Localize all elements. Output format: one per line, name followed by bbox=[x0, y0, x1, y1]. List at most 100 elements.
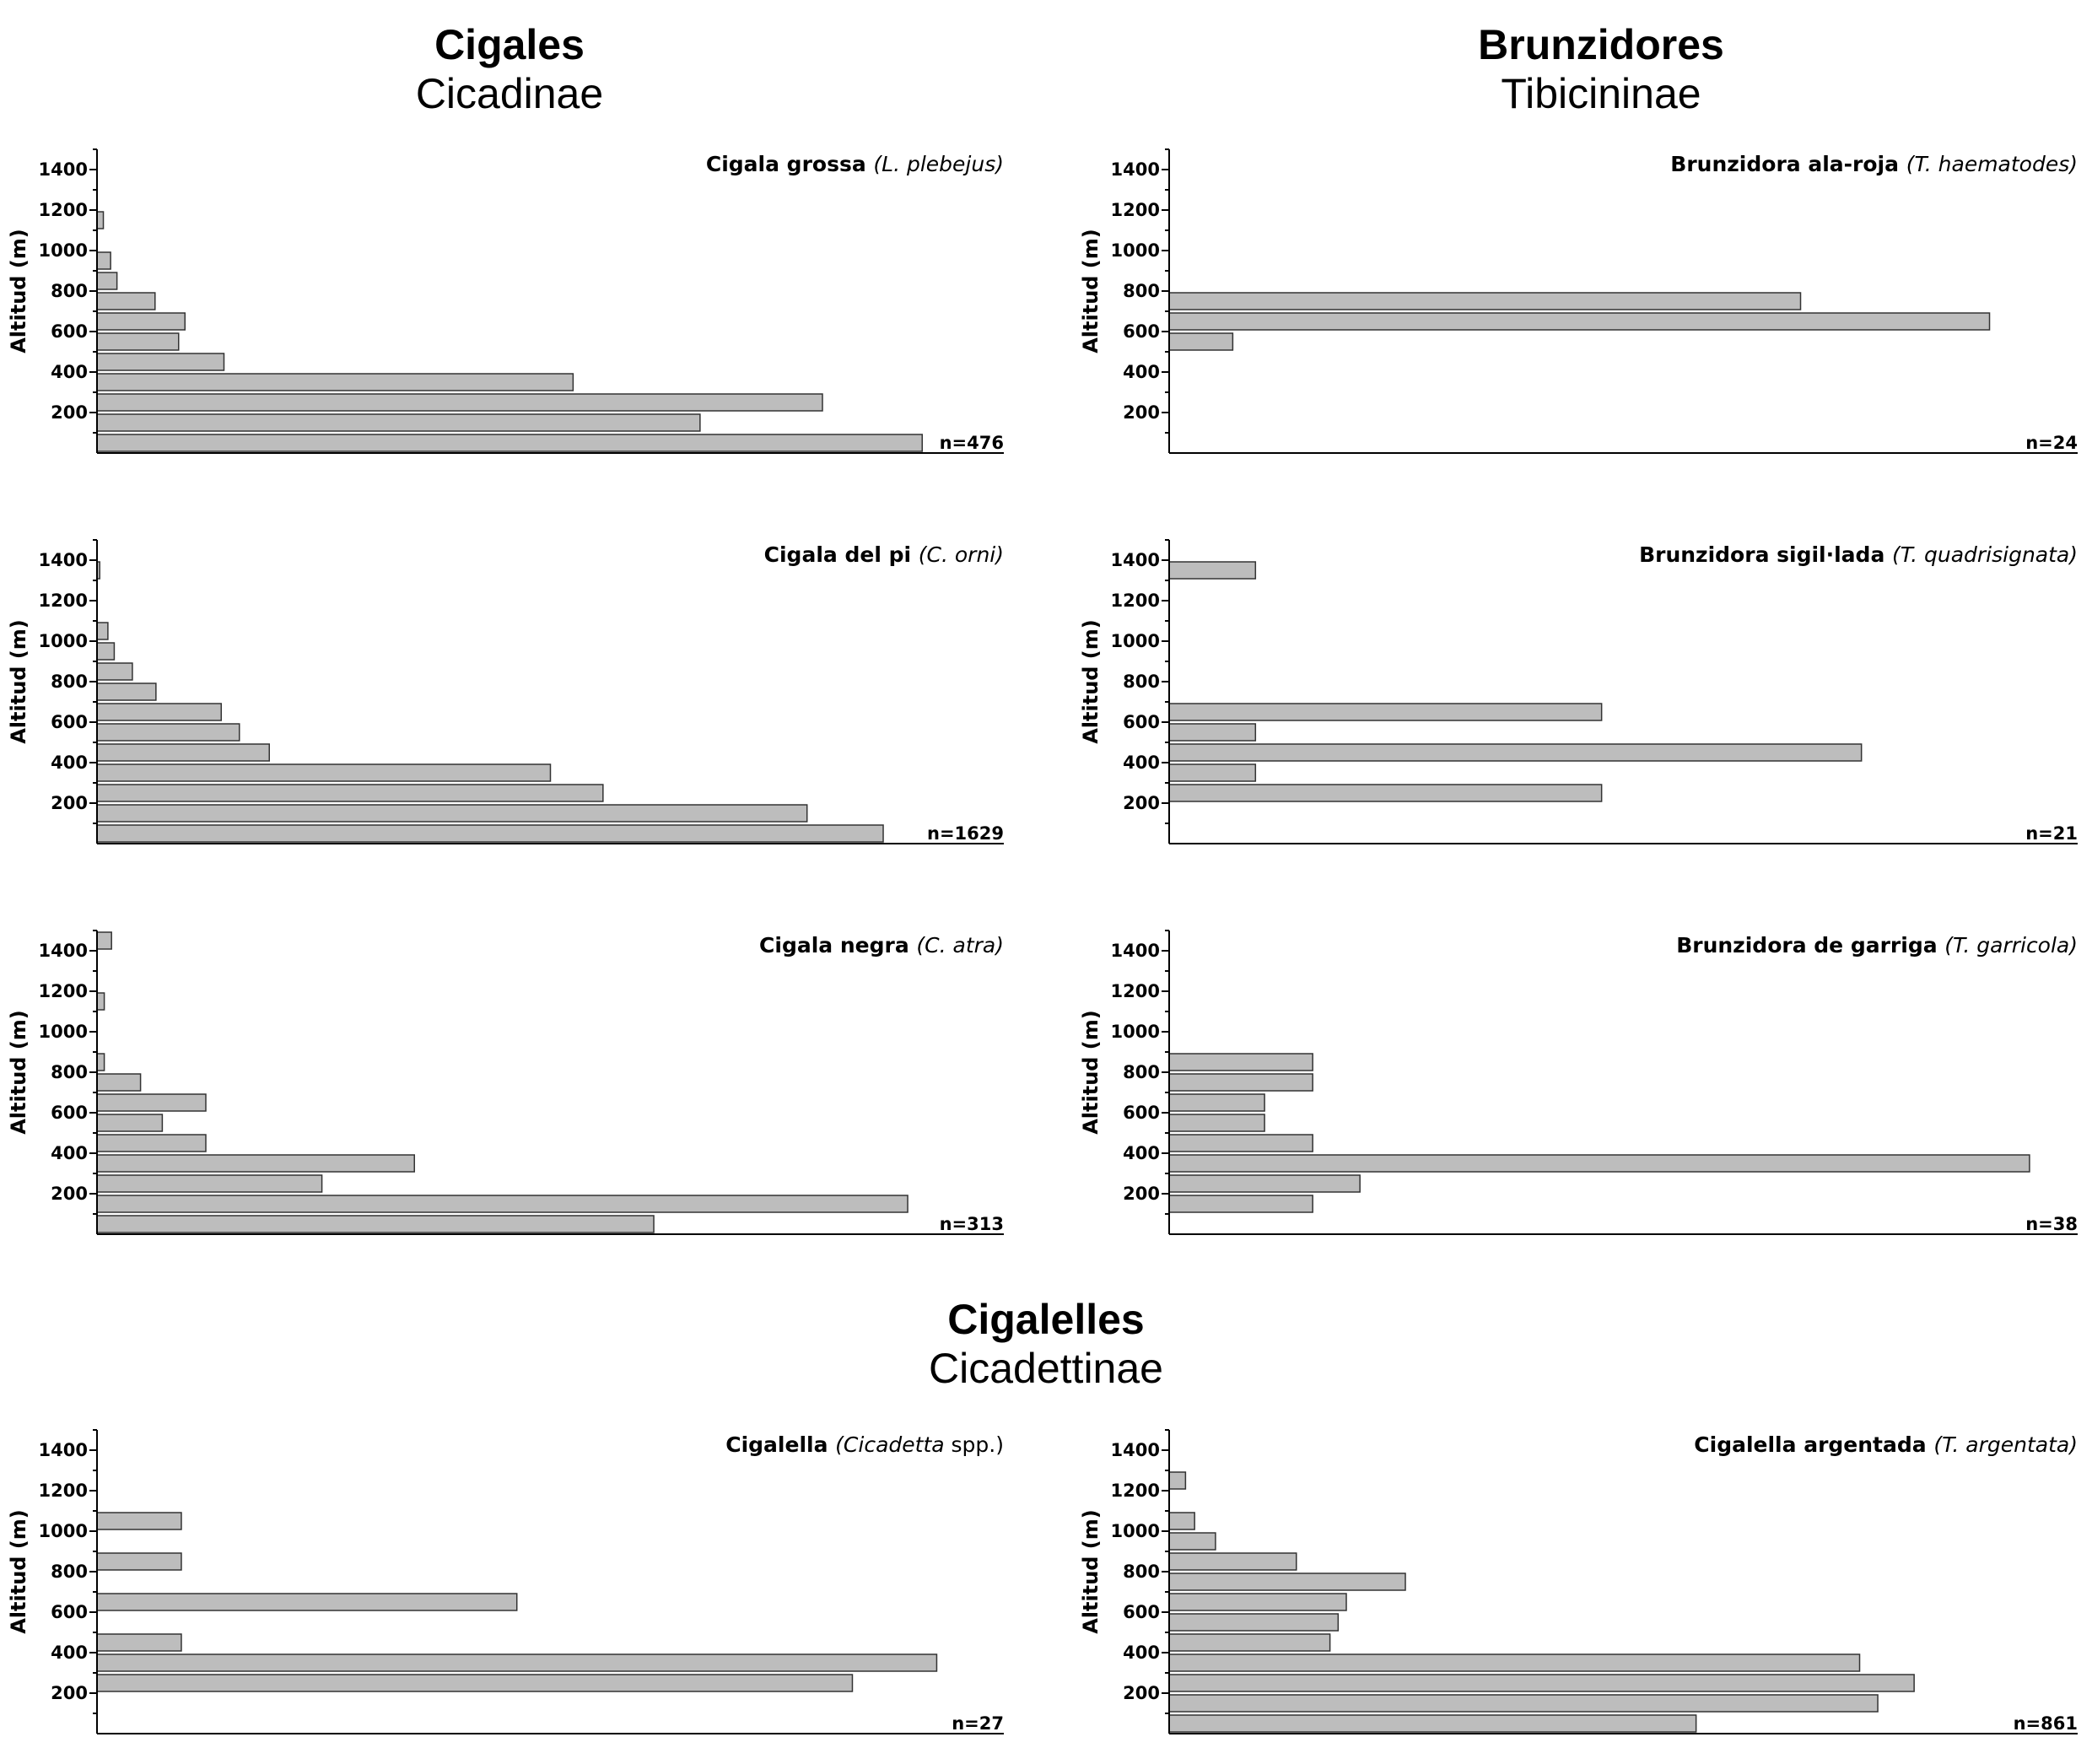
bar bbox=[1168, 1552, 1297, 1571]
y-tick-label: 200 bbox=[1123, 793, 1160, 813]
y-tick-label: 400 bbox=[1123, 753, 1160, 773]
species-common-name: Cigala grossa bbox=[706, 152, 874, 176]
species-common-name: Cigalella argentada bbox=[1694, 1432, 1933, 1457]
y-tick-label: 1000 bbox=[39, 631, 88, 651]
species-common-name: Brunzidora sigil·lada bbox=[1639, 542, 1892, 567]
bar bbox=[1168, 1532, 1216, 1551]
panel-title: Cigalella argentada (T. argentata) bbox=[1694, 1432, 2078, 1457]
group-latin-name: Cicadettinae bbox=[929, 1345, 1163, 1392]
y-tick-label: 800 bbox=[51, 281, 88, 301]
y-tick-label: 1200 bbox=[1111, 1481, 1160, 1501]
y-tick-label: 800 bbox=[1123, 1062, 1160, 1082]
y-tick-label: 600 bbox=[1123, 1103, 1160, 1123]
y-tick-label: 1200 bbox=[39, 591, 88, 611]
group-header-brunzidores: Brunzidores Tibicininae bbox=[1179, 20, 2023, 118]
sample-size-label: n=861 bbox=[2014, 1713, 2078, 1734]
y-tick-label: 1000 bbox=[39, 240, 88, 261]
bar bbox=[1168, 1674, 1915, 1692]
species-latin-name: (T. quadrisignata) bbox=[1892, 542, 2078, 567]
species-latin-name: (T. garricola) bbox=[1944, 933, 2078, 958]
y-tick-label: 200 bbox=[1123, 402, 1160, 423]
y-axis-label: Altitud (m) bbox=[7, 229, 30, 353]
y-tick-label: 1400 bbox=[39, 159, 88, 180]
y-tick-label: 600 bbox=[51, 712, 88, 732]
panel-title: Cigala negra (C. atra) bbox=[759, 933, 1004, 958]
y-tick-label: 600 bbox=[51, 1103, 88, 1123]
y-tick-label: 400 bbox=[51, 362, 88, 382]
y-tick-label: 1400 bbox=[1111, 550, 1160, 570]
y-tick-label: 1400 bbox=[1111, 159, 1160, 180]
group-header-cigales: Cigales Cicadinae bbox=[88, 20, 931, 118]
group-header-cigalelles: Cigalelles Cicadettinae bbox=[624, 1295, 1468, 1393]
y-tick-label: 200 bbox=[51, 1683, 88, 1703]
bar bbox=[1168, 1633, 1331, 1652]
sample-size-label: n=313 bbox=[940, 1214, 1004, 1234]
y-tick-label: 800 bbox=[1123, 1562, 1160, 1582]
species-latin-name: (C. atra) bbox=[916, 933, 1004, 958]
species-latin-name: Cicadetta bbox=[844, 1432, 945, 1457]
panel-title: Cigalella (Cicadetta spp.) bbox=[725, 1432, 1004, 1457]
y-tick-label: 200 bbox=[51, 1184, 88, 1204]
bar bbox=[1168, 1694, 1879, 1713]
y-axis-label: Altitud (m) bbox=[7, 619, 30, 744]
y-axis-label: Altitud (m) bbox=[1079, 1010, 1103, 1135]
sample-size-label: n=476 bbox=[940, 433, 1004, 453]
group-latin-name: Tibicininae bbox=[1501, 70, 1701, 117]
sample-size-label: n=24 bbox=[2025, 433, 2078, 453]
y-tick-label: 200 bbox=[51, 793, 88, 813]
species-latin-suffix: spp.) bbox=[945, 1432, 1004, 1457]
y-tick-label: 200 bbox=[51, 402, 88, 423]
bar bbox=[1168, 1653, 1861, 1672]
panel-title: Cigala grossa (L. plebejus) bbox=[706, 152, 1004, 176]
y-tick-label: 1000 bbox=[39, 1521, 88, 1541]
y-tick-label: 600 bbox=[1123, 1602, 1160, 1622]
y-tick-label: 400 bbox=[1123, 1143, 1160, 1163]
y-tick-label: 1400 bbox=[39, 1440, 88, 1460]
sample-size-label: n=38 bbox=[2025, 1214, 2078, 1234]
y-tick-label: 600 bbox=[51, 321, 88, 342]
bar bbox=[1168, 1512, 1195, 1530]
y-tick-label: 1200 bbox=[39, 200, 88, 220]
y-tick-label: 800 bbox=[51, 1062, 88, 1082]
y-tick-label: 1000 bbox=[1111, 240, 1160, 261]
y-tick-label: 800 bbox=[1123, 672, 1160, 692]
species-common-name: Brunzidora ala-roja bbox=[1670, 152, 1906, 176]
species-common-name: Cigalella bbox=[725, 1432, 835, 1457]
y-axis-label: Altitud (m) bbox=[1079, 1509, 1103, 1634]
y-tick-label: 1000 bbox=[1111, 631, 1160, 651]
species-latin-name: (T. haematodes) bbox=[1906, 152, 2078, 176]
y-tick-label: 1200 bbox=[39, 1481, 88, 1501]
y-tick-label: 1400 bbox=[39, 941, 88, 961]
y-tick-label: 400 bbox=[51, 1143, 88, 1163]
y-tick-label: 1000 bbox=[39, 1022, 88, 1042]
y-tick-label: 200 bbox=[1123, 1184, 1160, 1204]
bar bbox=[1168, 1714, 1697, 1733]
group-common-name: Cigales bbox=[434, 21, 585, 68]
y-tick-label: 400 bbox=[51, 753, 88, 773]
y-tick-label: 1000 bbox=[1111, 1022, 1160, 1042]
species-common-name: Brunzidora de garriga bbox=[1676, 933, 1944, 958]
y-tick-label: 200 bbox=[1123, 1683, 1160, 1703]
bar bbox=[1168, 1572, 1406, 1591]
y-tick-label: 800 bbox=[51, 1562, 88, 1582]
y-tick-label: 800 bbox=[51, 672, 88, 692]
y-tick-label: 600 bbox=[1123, 321, 1160, 342]
y-tick-label: 1400 bbox=[39, 550, 88, 570]
y-tick-label: 400 bbox=[1123, 362, 1160, 382]
y-tick-label: 1200 bbox=[1111, 591, 1160, 611]
y-tick-label: 1200 bbox=[1111, 981, 1160, 1001]
y-tick-label: 1400 bbox=[1111, 1440, 1160, 1460]
species-common-name: Cigala del pi bbox=[764, 542, 919, 567]
panel-title: Brunzidora ala-roja (T. haematodes) bbox=[1670, 152, 2078, 176]
y-tick-label: 1000 bbox=[1111, 1521, 1160, 1541]
panel-title: Brunzidora de garriga (T. garricola) bbox=[1676, 933, 2078, 958]
y-tick-label: 600 bbox=[51, 1602, 88, 1622]
bar bbox=[1168, 1613, 1340, 1632]
